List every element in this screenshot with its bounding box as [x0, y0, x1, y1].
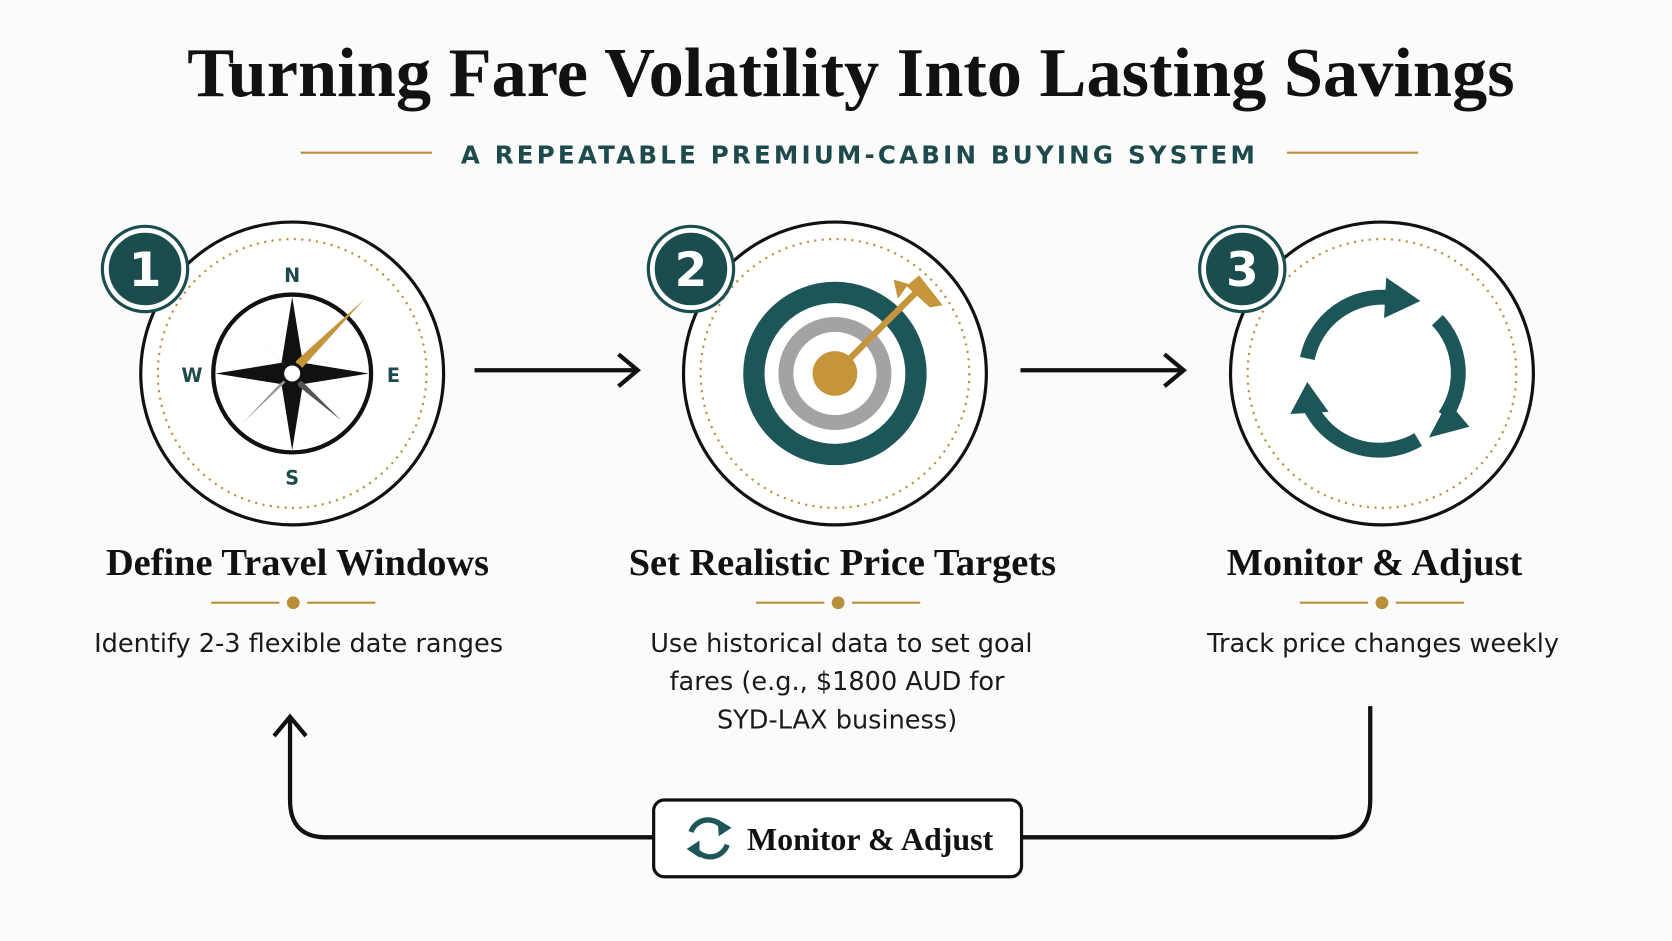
step-title: Monitor & Adjust: [1227, 542, 1523, 584]
subtitle: A REPEATABLE PREMIUM-CABIN BUYING SYSTEM: [461, 140, 1258, 169]
title: Turning Fare Volatility Into Lasting Sav…: [187, 34, 1514, 112]
step-description: SYD-LAX business): [717, 706, 957, 736]
loop-arrow: [272, 706, 1373, 840]
compass-label: E: [387, 364, 400, 387]
loop-icon: [717, 819, 732, 837]
flow-arrow: [474, 352, 1187, 388]
step-1-icon: N E S W: [139, 220, 446, 527]
loop-icon: [686, 840, 700, 858]
title-divider-dot: [286, 596, 1389, 610]
compass-label: N: [284, 264, 300, 287]
step-3-icon: [1228, 220, 1535, 527]
step-description: Track price changes weekly: [1206, 629, 1559, 659]
step-number: 3: [1226, 243, 1259, 298]
step-number: 2: [675, 243, 708, 298]
compass-label: S: [285, 466, 299, 489]
badge: [100, 224, 1287, 314]
loop-box: [652, 798, 1024, 879]
step-description: Identify 2-3 flexible date ranges: [94, 629, 503, 659]
compass-label: W: [181, 364, 202, 387]
step-description: fares (e.g., $1800 AUD for: [670, 667, 1005, 697]
step-title: Define Travel Windows: [106, 542, 489, 584]
step-title: Set Realistic Price Targets: [629, 542, 1056, 584]
step-description: Use historical data to set goal: [650, 629, 1032, 659]
step-2-icon: [681, 220, 988, 527]
step-number: 1: [129, 243, 162, 298]
loop-label: Monitor & Adjust: [747, 822, 994, 857]
